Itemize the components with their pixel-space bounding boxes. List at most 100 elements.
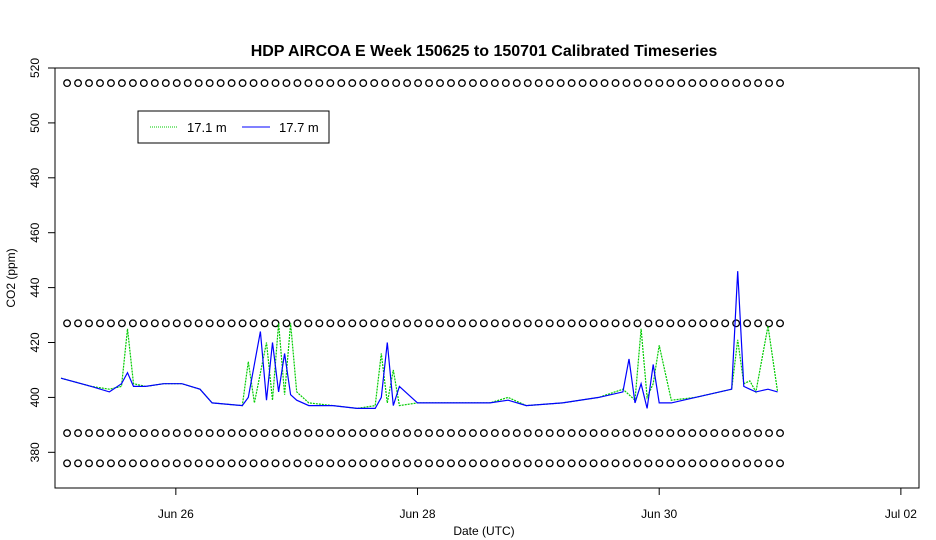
reference-marker	[512, 79, 521, 88]
reference-marker	[589, 79, 598, 88]
reference-marker	[611, 429, 620, 438]
reference-marker	[370, 79, 379, 88]
series-group	[60, 271, 779, 410]
reference-marker	[205, 429, 214, 438]
reference-marker	[271, 79, 280, 88]
series-line-17-1-m	[60, 323, 779, 410]
reference-marker	[161, 79, 170, 88]
reference-marker	[63, 459, 72, 468]
reference-marker	[74, 79, 83, 88]
reference-marker	[447, 319, 455, 328]
reference-marker	[139, 429, 148, 438]
reference-marker	[699, 319, 708, 328]
x-tick-label: Jun 26	[158, 507, 194, 521]
y-axis: 380 400 420 440 460 480 500 520	[28, 58, 55, 462]
reference-marker	[754, 459, 763, 468]
reference-marker	[721, 459, 730, 468]
reference-marker	[447, 429, 455, 438]
reference-marker	[128, 429, 137, 438]
reference-marker	[534, 429, 543, 438]
reference-marker	[392, 79, 401, 88]
reference-marker	[732, 459, 741, 468]
reference-marker	[282, 459, 291, 468]
reference-marker	[414, 79, 423, 88]
reference-marker	[150, 79, 159, 88]
reference-marker	[216, 429, 225, 438]
y-tick-label: 520	[28, 58, 42, 78]
reference-marker	[523, 429, 532, 438]
reference-marker	[260, 319, 269, 328]
reference-marker	[425, 319, 433, 328]
reference-marker	[578, 459, 587, 468]
reference-marker	[600, 429, 609, 438]
reference-marker	[271, 429, 280, 438]
reference-marker	[381, 429, 390, 438]
reference-marker	[128, 319, 137, 328]
reference-marker	[501, 459, 510, 468]
reference-marker	[260, 429, 269, 438]
reference-marker	[447, 79, 455, 88]
reference-marker	[776, 79, 784, 88]
reference-marker	[479, 429, 488, 438]
x-tick-label: Jun 30	[641, 507, 677, 521]
reference-marker	[359, 319, 368, 328]
reference-marker	[677, 319, 686, 328]
reference-marker	[107, 79, 115, 88]
reference-marker	[403, 459, 412, 468]
reference-marker	[457, 319, 466, 328]
reference-marker	[688, 79, 697, 88]
reference-marker	[501, 319, 510, 328]
reference-marker	[721, 429, 730, 438]
reference-marker	[271, 459, 280, 468]
reference-marker	[479, 459, 488, 468]
reference-marker	[545, 459, 554, 468]
reference-marker	[633, 429, 642, 438]
reference-marker	[545, 79, 554, 88]
reference-marker	[96, 79, 104, 88]
reference-marker	[666, 319, 675, 328]
reference-marker	[227, 319, 236, 328]
reference-marker	[732, 319, 741, 328]
reference-marker	[238, 459, 247, 468]
reference-marker	[282, 429, 291, 438]
reference-marker	[512, 429, 521, 438]
reference-marker	[567, 459, 576, 468]
reference-marker	[743, 79, 752, 88]
reference-marker	[490, 319, 499, 328]
plot-area	[54, 67, 920, 489]
reference-marker	[107, 319, 115, 328]
reference-marker	[523, 79, 532, 88]
reference-marker	[699, 429, 708, 438]
reference-marker	[743, 459, 752, 468]
reference-marker	[666, 79, 675, 88]
reference-marker	[567, 319, 576, 328]
reference-marker	[74, 459, 83, 468]
reference-marker	[348, 459, 357, 468]
reference-marker	[479, 79, 488, 88]
reference-marker	[150, 459, 159, 468]
reference-marker	[293, 429, 302, 438]
reference-marker	[611, 79, 620, 88]
reference-marker	[238, 319, 247, 328]
reference-marker	[392, 459, 401, 468]
reference-marker	[293, 319, 302, 328]
reference-marker	[249, 459, 258, 468]
reference-marker	[194, 429, 203, 438]
reference-marker	[457, 459, 466, 468]
reference-marker	[655, 459, 664, 468]
reference-marker	[414, 319, 423, 328]
reference-marker	[699, 79, 708, 88]
reference-marker	[370, 429, 379, 438]
reference-marker	[403, 79, 412, 88]
reference-marker	[205, 459, 214, 468]
reference-marker	[425, 79, 433, 88]
reference-marker	[578, 429, 587, 438]
reference-marker	[578, 319, 587, 328]
reference-marker	[271, 319, 280, 328]
reference-marker	[468, 319, 477, 328]
reference-marker	[710, 319, 719, 328]
reference-marker	[337, 79, 346, 88]
reference-marker	[117, 79, 126, 88]
reference-marker	[63, 79, 72, 88]
reference-marker	[622, 79, 631, 88]
